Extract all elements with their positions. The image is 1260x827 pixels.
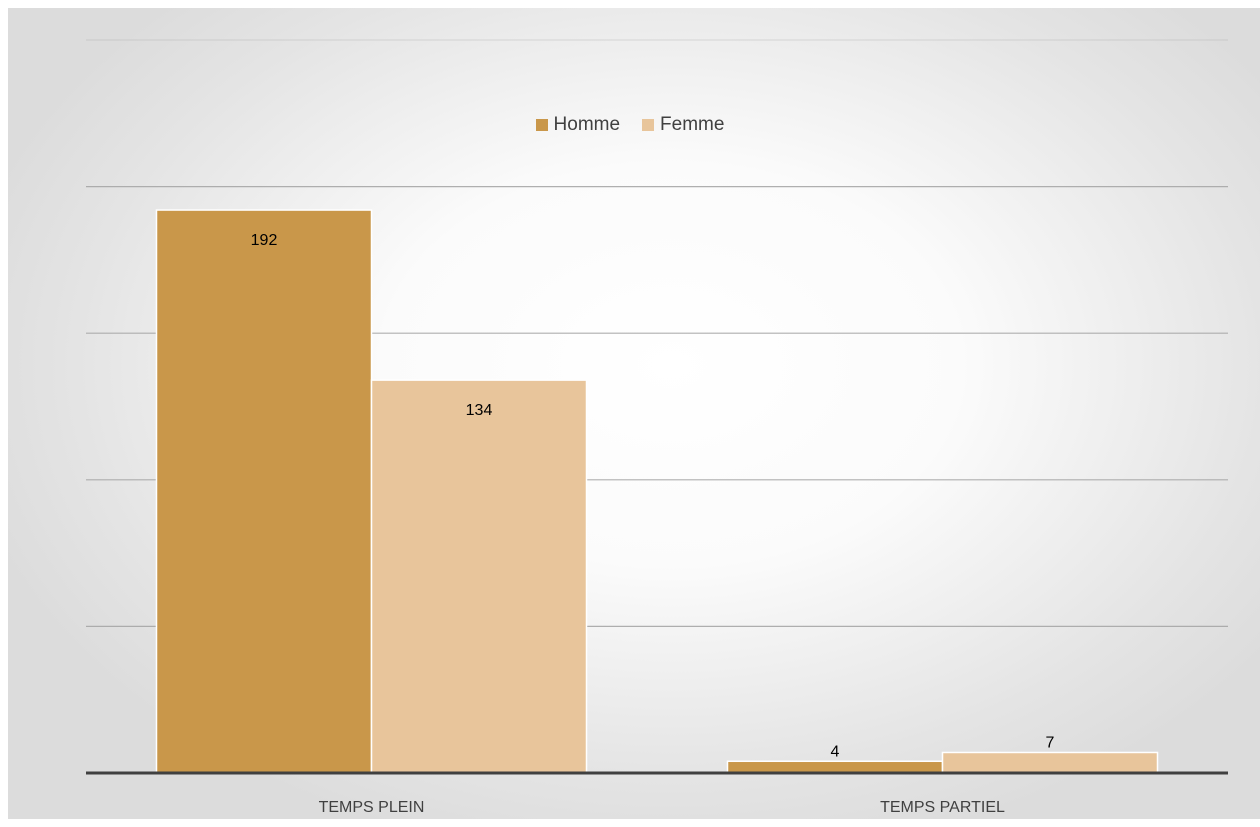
x-tick-label: TEMPS PLEIN [319, 799, 425, 816]
bar-femme-0 [370, 379, 588, 774]
legend-label-femme: Femme [660, 114, 725, 135]
bar-homme-1 [726, 760, 944, 774]
legend: Homme Femme [0, 114, 1260, 136]
data-label: 4 [831, 743, 840, 760]
bar-homme-0 [155, 209, 373, 774]
bar-femme-1 [941, 751, 1159, 774]
x-tick-label: TEMPS PARTIEL [880, 799, 1005, 816]
legend-item-homme: Homme [535, 114, 621, 136]
legend-label-homme: Homme [553, 114, 621, 135]
data-label: 7 [1046, 734, 1055, 751]
legend-swatch-homme [535, 119, 548, 131]
data-label: 192 [251, 232, 278, 249]
data-label: 134 [466, 402, 493, 419]
legend-item-femme: Femme [642, 114, 724, 136]
legend-swatch-femme [642, 119, 655, 131]
